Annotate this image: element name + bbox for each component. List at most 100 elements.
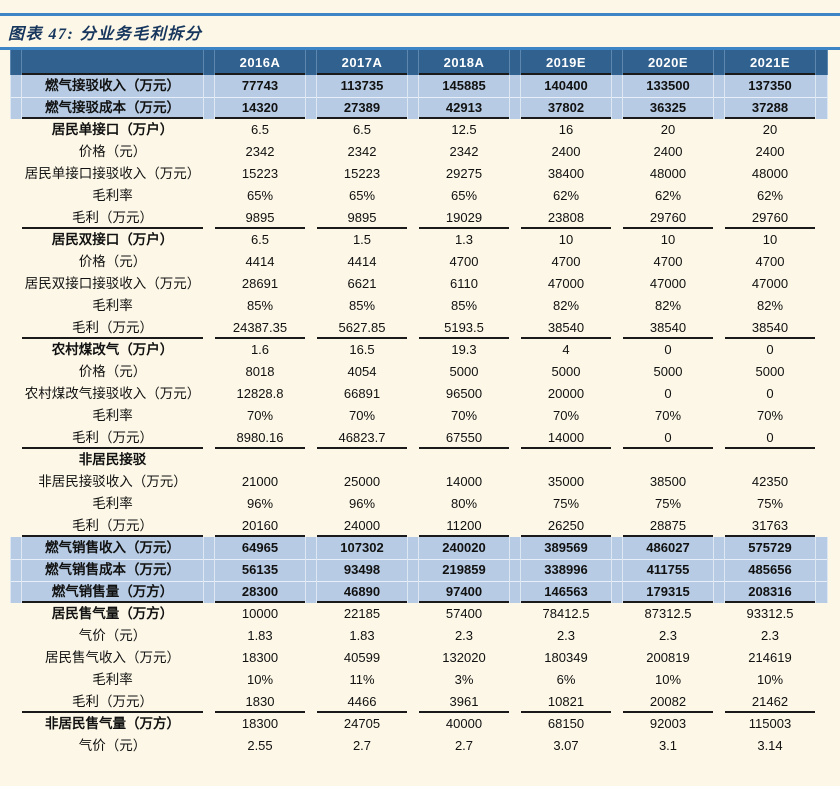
spacer-cell bbox=[10, 603, 22, 625]
spacer-cell bbox=[509, 119, 521, 141]
value-cell: 93498 bbox=[343, 562, 381, 577]
spacer-cell bbox=[611, 471, 623, 493]
value-cell: 38540 bbox=[725, 317, 815, 339]
spacer-cell bbox=[815, 515, 828, 537]
spacer-cell bbox=[407, 581, 419, 603]
spacer-cell bbox=[203, 427, 215, 449]
value-cell: 42350 bbox=[751, 474, 789, 489]
spacer-cell bbox=[10, 207, 22, 229]
spacer-cell bbox=[203, 735, 215, 757]
value-cell: 8980.16 bbox=[215, 427, 305, 449]
row-label: 居民单接口（万户） bbox=[51, 122, 174, 137]
spacer-cell bbox=[713, 669, 725, 691]
value-cell: 411755 bbox=[646, 562, 690, 577]
spacer-cell bbox=[407, 97, 419, 119]
spacer-cell bbox=[10, 471, 22, 493]
table-row: 居民售气收入（万元） 18300 40599 132020 180349 200819 21… bbox=[10, 647, 828, 669]
value-cell: 2400 bbox=[653, 144, 683, 159]
spacer-cell bbox=[611, 625, 623, 647]
value-cell: 4700 bbox=[653, 254, 683, 269]
spacer-cell bbox=[10, 625, 22, 647]
value-cell: 14320 bbox=[215, 97, 305, 119]
value-cell: 93312.5 bbox=[746, 606, 794, 621]
header-corner-cell bbox=[22, 50, 203, 75]
spacer-cell bbox=[407, 713, 419, 735]
spacer-cell bbox=[815, 50, 828, 75]
value-cell: 2.3 bbox=[658, 628, 678, 643]
value-cell: 4 bbox=[562, 342, 570, 357]
spacer-cell bbox=[407, 603, 419, 625]
value-cell: 485656 bbox=[748, 562, 792, 577]
spacer-cell bbox=[713, 295, 725, 317]
value-cell: 5000 bbox=[449, 364, 479, 379]
value-cell: 20 bbox=[762, 122, 778, 137]
spacer-cell bbox=[10, 735, 22, 757]
value-cell: 24000 bbox=[317, 515, 407, 537]
spacer-cell bbox=[305, 273, 317, 295]
spacer-cell bbox=[305, 647, 317, 669]
value-cell: 5000 bbox=[653, 364, 683, 379]
spacer-cell bbox=[407, 559, 419, 581]
spacer-cell bbox=[407, 537, 419, 559]
value-cell: 87312.5 bbox=[644, 606, 692, 621]
value-cell: 0 bbox=[766, 386, 774, 401]
spacer-cell bbox=[509, 75, 521, 97]
spacer-cell bbox=[611, 97, 623, 119]
value-cell: 28691 bbox=[241, 276, 279, 291]
value-cell bbox=[215, 449, 305, 471]
row-label: 毛利（万元） bbox=[22, 317, 203, 339]
value-cell: 10000 bbox=[241, 606, 279, 621]
spacer-cell bbox=[407, 383, 419, 405]
table-row: 气价（元） 1.83 1.83 2.3 2.3 2.3 2.3 bbox=[10, 625, 828, 647]
spacer-cell bbox=[10, 647, 22, 669]
value-cell: 0 bbox=[766, 342, 774, 357]
spacer-cell bbox=[407, 515, 419, 537]
spacer-cell bbox=[611, 647, 623, 669]
spacer-cell bbox=[815, 251, 828, 273]
spacer-cell bbox=[815, 735, 828, 757]
table-row: 价格（元） 8018 4054 5000 5000 5000 5000 bbox=[10, 361, 828, 383]
value-cell: 208316 bbox=[725, 581, 815, 603]
value-cell: 38540 bbox=[623, 317, 713, 339]
table-row: 燃气销售量（万方） 28300 46890 97400 146563 179315 2083… bbox=[10, 581, 828, 603]
value-cell: 0 bbox=[623, 427, 713, 449]
value-cell: 38540 bbox=[521, 317, 611, 339]
spacer-cell bbox=[611, 669, 623, 691]
spacer-cell bbox=[815, 163, 828, 185]
row-label: 燃气销售收入（万元） bbox=[45, 540, 180, 555]
table-row: 居民单接口接驳收入（万元） 15223 15223 29275 38400 48000 48… bbox=[10, 163, 828, 185]
value-cell: 70% bbox=[450, 408, 478, 423]
value-cell: 62% bbox=[654, 188, 682, 203]
spacer-cell bbox=[305, 50, 317, 75]
row-label: 毛利率 bbox=[92, 298, 133, 313]
spacer-cell bbox=[713, 603, 725, 625]
value-cell: 14000 bbox=[445, 474, 483, 489]
spacer-cell bbox=[815, 625, 828, 647]
value-cell: 64965 bbox=[241, 540, 279, 555]
spacer-cell bbox=[509, 383, 521, 405]
spacer-cell bbox=[509, 163, 521, 185]
spacer-cell bbox=[611, 75, 623, 97]
value-cell: 2.3 bbox=[760, 628, 780, 643]
value-cell: 12.5 bbox=[451, 122, 477, 137]
value-cell: 20 bbox=[660, 122, 676, 137]
value-cell: 10 bbox=[762, 232, 778, 247]
value-cell: 10% bbox=[654, 672, 682, 687]
column-header: 2017A bbox=[317, 50, 407, 75]
value-cell: 27389 bbox=[317, 97, 407, 119]
value-cell: 65% bbox=[450, 188, 478, 203]
spacer-cell bbox=[305, 669, 317, 691]
spacer-cell bbox=[509, 50, 521, 75]
spacer-cell bbox=[509, 295, 521, 317]
spacer-cell bbox=[407, 471, 419, 493]
value-cell bbox=[317, 449, 407, 471]
value-cell: 15223 bbox=[343, 166, 381, 181]
spacer-cell bbox=[815, 383, 828, 405]
spacer-cell bbox=[203, 185, 215, 207]
row-label: 居民双接口接驳收入（万元） bbox=[24, 276, 201, 291]
value-cell: 11200 bbox=[419, 515, 509, 537]
spacer-cell bbox=[203, 515, 215, 537]
value-cell: 21000 bbox=[241, 474, 279, 489]
spacer-cell bbox=[713, 251, 725, 273]
spacer-cell bbox=[10, 361, 22, 383]
